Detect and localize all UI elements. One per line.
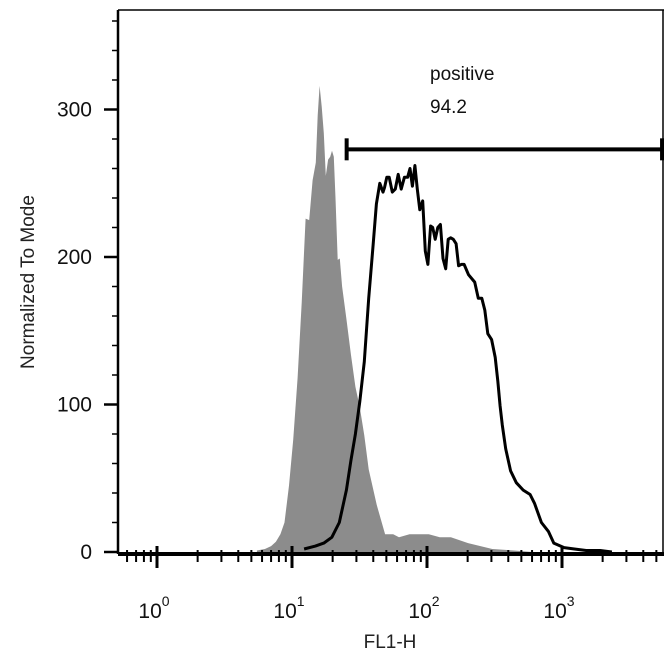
x-axis-ticks (126, 546, 658, 568)
y-axis-tick-labels: 0 100 200 300 (57, 99, 92, 565)
x-tick-label: 101 (273, 593, 304, 623)
y-axis-title: Normalized To Mode (18, 195, 39, 369)
x-tick-label: 103 (543, 593, 574, 623)
stained-histogram-line (303, 164, 613, 554)
x-axis-tick-labels: 100101102103104 (138, 593, 574, 623)
control-histogram-area (256, 85, 533, 553)
y-tick-label: 300 (57, 99, 92, 122)
y-tick-label: 100 (57, 394, 92, 417)
x-tick-label: 102 (408, 593, 439, 623)
x-tick-label: 100 (138, 593, 169, 623)
gate-percent-label: 94.2 (430, 97, 467, 118)
gate-name-label: positive (430, 64, 494, 85)
y-axis-ticks (104, 20, 118, 554)
y-tick-label: 0 (80, 541, 92, 564)
gate-marker (344, 138, 664, 161)
x-axis-title: FL1-H (364, 632, 417, 653)
y-tick-label: 200 (57, 246, 92, 269)
